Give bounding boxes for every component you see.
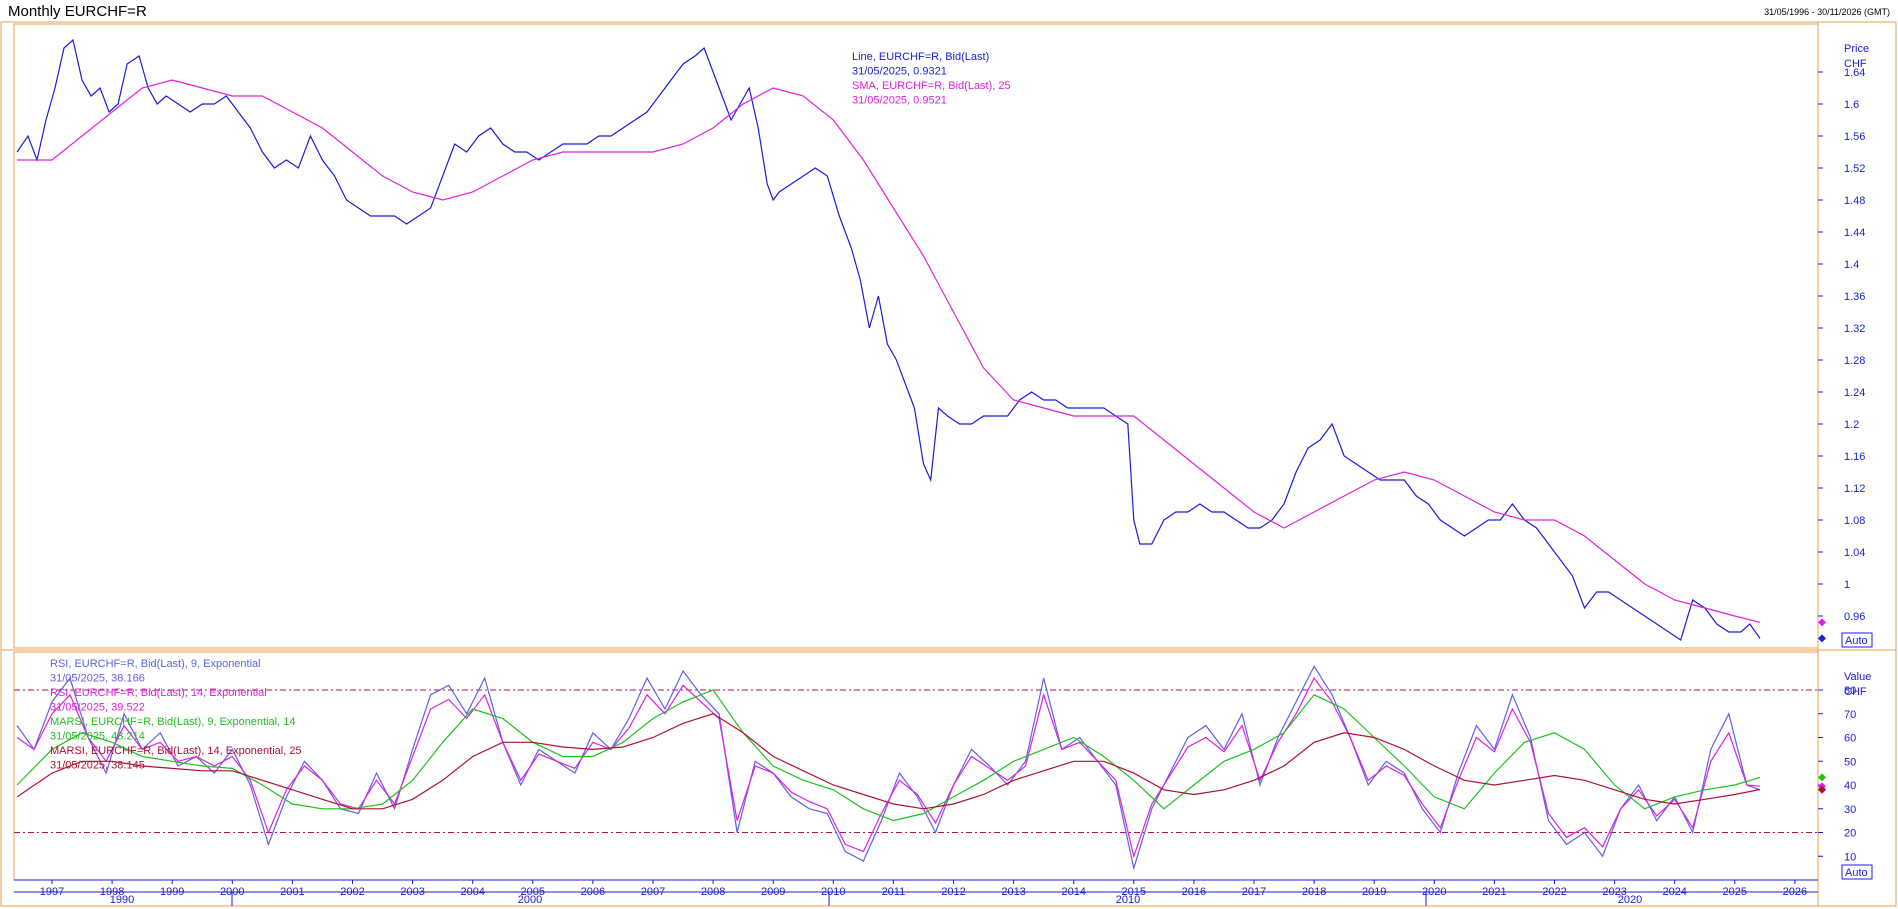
y-tick-label: 1.04: [1844, 547, 1865, 559]
series-line-2: [17, 79, 1761, 623]
y-tick-label: 1.28: [1844, 355, 1865, 367]
outer-frame: [0, 21, 1897, 907]
last-value-marker-3: [1818, 773, 1826, 782]
chart-title: Monthly EURCHF=R: [8, 3, 147, 20]
y-tick-label: 1.2: [1844, 419, 1859, 431]
legend-entry: 31/05/2025, 39.522: [50, 702, 145, 714]
legend-entry: 31/05/2025, 38.145: [50, 760, 145, 772]
y-tick-label: 70: [1844, 709, 1856, 721]
y-tick-label: 10: [1844, 851, 1856, 863]
y-tick-label: 1.08: [1844, 515, 1865, 527]
legend-entry: 31/05/2025, 0.9521: [852, 95, 947, 107]
legend-entry: 31/05/2025, 38.166: [50, 673, 145, 685]
series-line-3: [16, 689, 1761, 822]
oscillator-frame: [13, 651, 1819, 881]
legend-entry: Line, EURCHF=R, Bid(Last): [852, 51, 989, 63]
y-tick-label: 1.44: [1844, 227, 1865, 239]
price-frame: [13, 23, 1819, 649]
chart-frames: [0, 21, 1897, 907]
legend-entry: RSI, EURCHF=R, Bid(Last), 9, Exponential: [50, 658, 261, 670]
y-tick-label: 20: [1844, 828, 1856, 840]
y-axis-title: Value: [1844, 671, 1871, 683]
decade-label: 1990: [110, 894, 134, 906]
y-tick-label: 0.96: [1844, 611, 1865, 623]
y-axis-unit: CHF: [1844, 58, 1867, 70]
series-line-1: [16, 665, 1761, 871]
last-value-marker-2: [1818, 618, 1826, 627]
last-value-marker-4: [1818, 785, 1826, 794]
legend-entry: RSI, EURCHF=R, Bid(Last), 14, Exponentia…: [50, 687, 267, 699]
y-axis-title: Price: [1844, 43, 1869, 55]
decade-label: 2020: [1618, 894, 1642, 906]
y-tick-label: 30: [1844, 804, 1856, 816]
auto-scale-label: Auto: [1845, 635, 1868, 647]
y-tick-label: 1.6: [1844, 99, 1859, 111]
auto-scale-label: Auto: [1845, 867, 1868, 879]
series-line-1: [16, 38, 1761, 641]
y-tick-label: 1: [1844, 579, 1850, 591]
decade-label: 2010: [1116, 894, 1140, 906]
y-axis-unit: CHF: [1844, 686, 1867, 698]
y-tick-label: 1.48: [1844, 195, 1865, 207]
y-tick-label: 1.56: [1844, 131, 1865, 143]
series-line-2: [16, 676, 1761, 859]
y-tick-label: 1.12: [1844, 483, 1865, 495]
y-tick-label: 50: [1844, 756, 1856, 768]
y-tick-label: 1.52: [1844, 163, 1865, 175]
date-range: 31/05/1996 - 30/11/2026 (GMT): [1764, 7, 1890, 17]
y-tick-label: 80: [1844, 685, 1856, 697]
last-value-marker-1: [1818, 634, 1826, 643]
auto-scale-box: [1841, 864, 1873, 880]
y-tick-label: 1.36: [1844, 291, 1865, 303]
y-tick-label: 1.64: [1844, 67, 1865, 79]
legend-entry: MARSI, EURCHF=R, Bid(Last), 9, Exponenti…: [50, 716, 295, 728]
series-line-4: [16, 713, 1761, 810]
y-tick-label: 1.32: [1844, 323, 1865, 335]
y-tick-label: 1.16: [1844, 451, 1865, 463]
y-tick-label: 1.24: [1844, 387, 1865, 399]
y-tick-label: 40: [1844, 780, 1856, 792]
oscillator-panel: RSI, EURCHF=R, Bid(Last), 9, Exponential…: [14, 658, 1818, 871]
decade-label: 2000: [518, 894, 542, 906]
legend-entry: 31/05/2025, 43.214: [50, 731, 145, 743]
legend-entry: MARSI, EURCHF=R, Bid(Last), 14, Exponent…: [50, 745, 302, 757]
auto-scale-box: [1841, 632, 1873, 648]
legend-entry: 31/05/2025, 0.9321: [852, 66, 947, 78]
price-panel: Line, EURCHF=R, Bid(Last) 31/05/2025, 0.9…: [16, 38, 1761, 641]
legend-entry: SMA, EURCHF=R, Bid(Last), 25: [852, 80, 1011, 92]
y-tick-label: 60: [1844, 733, 1856, 745]
axes: 0.96 1 1.04 1.08 1.12 1.16 1.2 1.24 1.28 1.32 1.36…: [14, 43, 1873, 906]
y-tick-label: 1.4: [1844, 259, 1859, 271]
